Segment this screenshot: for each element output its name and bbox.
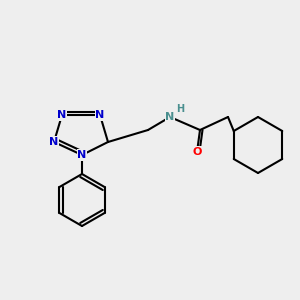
Text: O: O <box>192 147 202 157</box>
Text: N: N <box>57 110 67 120</box>
Text: H: H <box>176 104 184 114</box>
Text: N: N <box>77 150 87 160</box>
Text: N: N <box>165 112 175 122</box>
Text: N: N <box>95 110 105 120</box>
Text: N: N <box>50 137 58 147</box>
